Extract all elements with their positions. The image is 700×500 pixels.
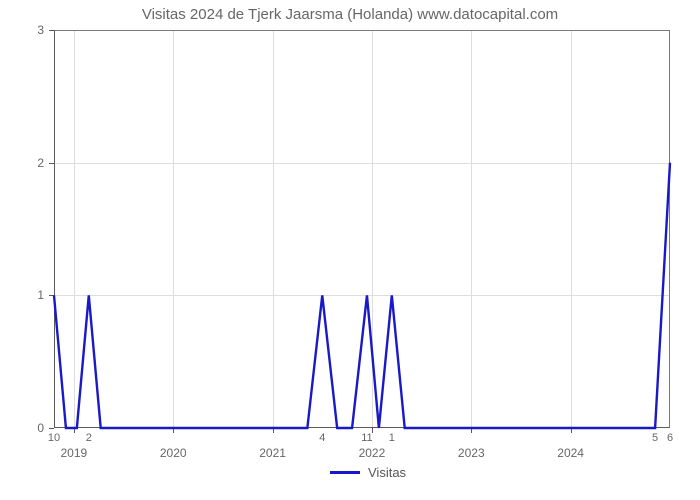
data-point-label: 1 [389, 432, 395, 444]
data-point-label: 2 [86, 432, 92, 444]
data-point-label: 10 [48, 432, 60, 444]
data-point-label: 4 [319, 432, 325, 444]
legend-label: Visitas [368, 465, 406, 480]
data-point-label: 11 [361, 432, 372, 444]
chart-line [0, 0, 700, 500]
data-point-label: 5 [652, 432, 658, 444]
legend-swatch [330, 471, 360, 474]
chart-legend: Visitas [330, 465, 406, 480]
data-point-label: 6 [667, 432, 673, 444]
